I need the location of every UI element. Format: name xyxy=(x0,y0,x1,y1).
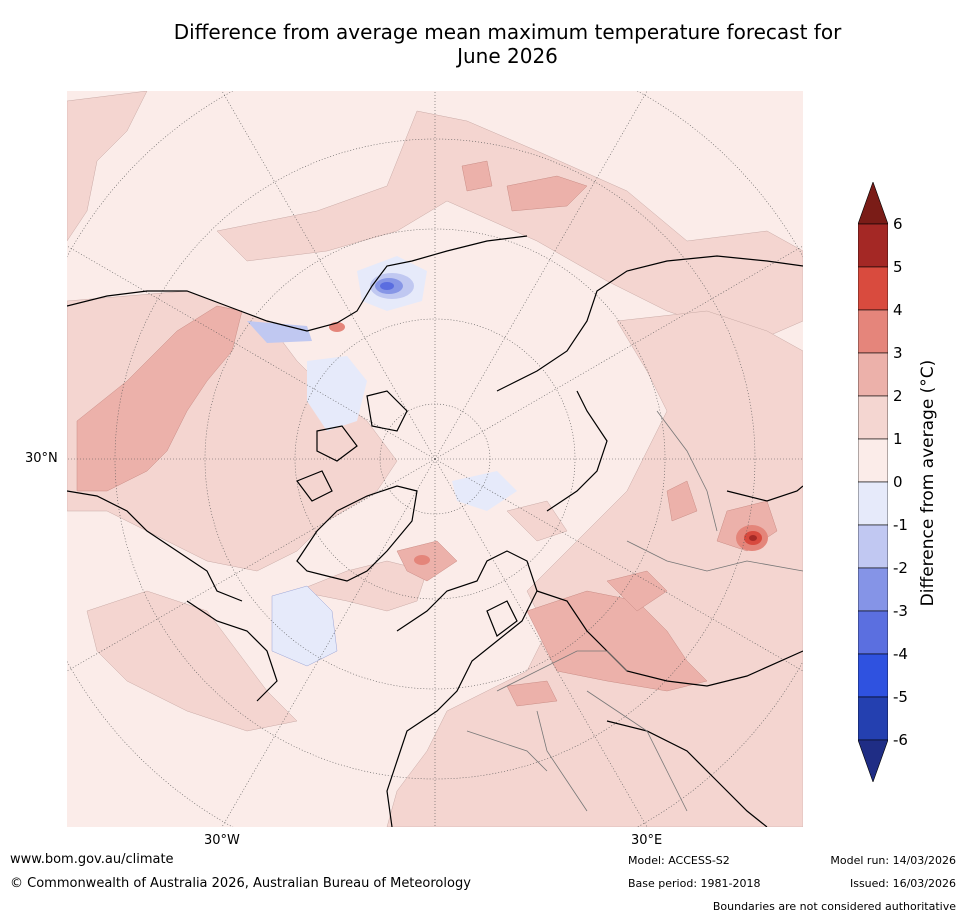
colorbar-segment xyxy=(857,696,889,741)
footer-url[interactable]: www.bom.gov.au/climate xyxy=(10,852,174,867)
colorbar-tick-label: 5 xyxy=(893,258,903,276)
footer-issued: Issued: 16/03/2026 xyxy=(849,877,956,890)
forecast-map xyxy=(67,91,803,827)
colorbar-segment xyxy=(857,524,889,569)
colorbar-tick-label: 1 xyxy=(893,430,903,448)
colorbar-segment xyxy=(857,438,889,483)
colorbar-segment xyxy=(857,352,889,397)
colorbar-segment xyxy=(857,309,889,354)
footer-base-period: Base period: 1981-2018 xyxy=(628,877,761,890)
footer-disclaimer: Boundaries are not considered authoritat… xyxy=(712,900,956,913)
colorbar-extend-bottom xyxy=(857,739,889,783)
colorbar-tick-label: -2 xyxy=(893,559,908,577)
colorbar-segment xyxy=(857,395,889,440)
colorbar-tick-label: 0 xyxy=(893,473,903,491)
colorbar-tick-label: -4 xyxy=(893,645,908,663)
lon-label-30e: 30°E xyxy=(631,833,663,848)
lon-label-30w: 30°W xyxy=(204,833,240,848)
colorbar-tick-label: 4 xyxy=(893,301,903,319)
lat-label-30n: 30°N xyxy=(25,451,58,466)
map-svg xyxy=(67,91,803,827)
cool-anomaly-areas xyxy=(247,256,517,667)
colorbar-tick-label: -3 xyxy=(893,602,908,620)
graticule xyxy=(67,91,803,827)
colorbar-segment xyxy=(857,610,889,655)
colorbar-segment xyxy=(857,653,889,698)
coastlines xyxy=(67,235,803,827)
hotspot-small xyxy=(414,555,430,565)
footer-model: Model: ACCESS-S2 xyxy=(628,854,730,867)
colorbar-segment xyxy=(857,266,889,311)
colorbar-svg xyxy=(857,181,889,783)
colorbar-tick-label: 2 xyxy=(893,387,903,405)
map-title: Difference from average mean maximum tem… xyxy=(60,20,955,68)
country-boundaries xyxy=(466,410,803,812)
colorbar-tick-label: -1 xyxy=(893,516,908,534)
colorbar-extend-top xyxy=(857,181,889,225)
colorbar-segment xyxy=(857,223,889,268)
colorbar-title: Difference from average (°C) xyxy=(918,359,938,607)
colorbar-segment xyxy=(857,481,889,526)
colorbar-tick-label: 6 xyxy=(893,215,903,233)
anomaly-3-5-spots xyxy=(329,322,768,565)
hotspot-core xyxy=(749,535,757,541)
title-line-1: Difference from average mean maximum tem… xyxy=(173,20,842,44)
colorbar-segment xyxy=(857,567,889,612)
title-line-2: June 2026 xyxy=(457,44,558,68)
footer-copyright: © Commonwealth of Australia 2026, Austra… xyxy=(10,876,471,891)
colorbar-tick-label: -5 xyxy=(893,688,908,706)
colorbar-tick-label: -6 xyxy=(893,731,908,749)
colorbar-tick-label: 3 xyxy=(893,344,903,362)
footer-model-run: Model run: 14/03/2026 xyxy=(830,854,956,867)
colorbar xyxy=(857,181,889,786)
